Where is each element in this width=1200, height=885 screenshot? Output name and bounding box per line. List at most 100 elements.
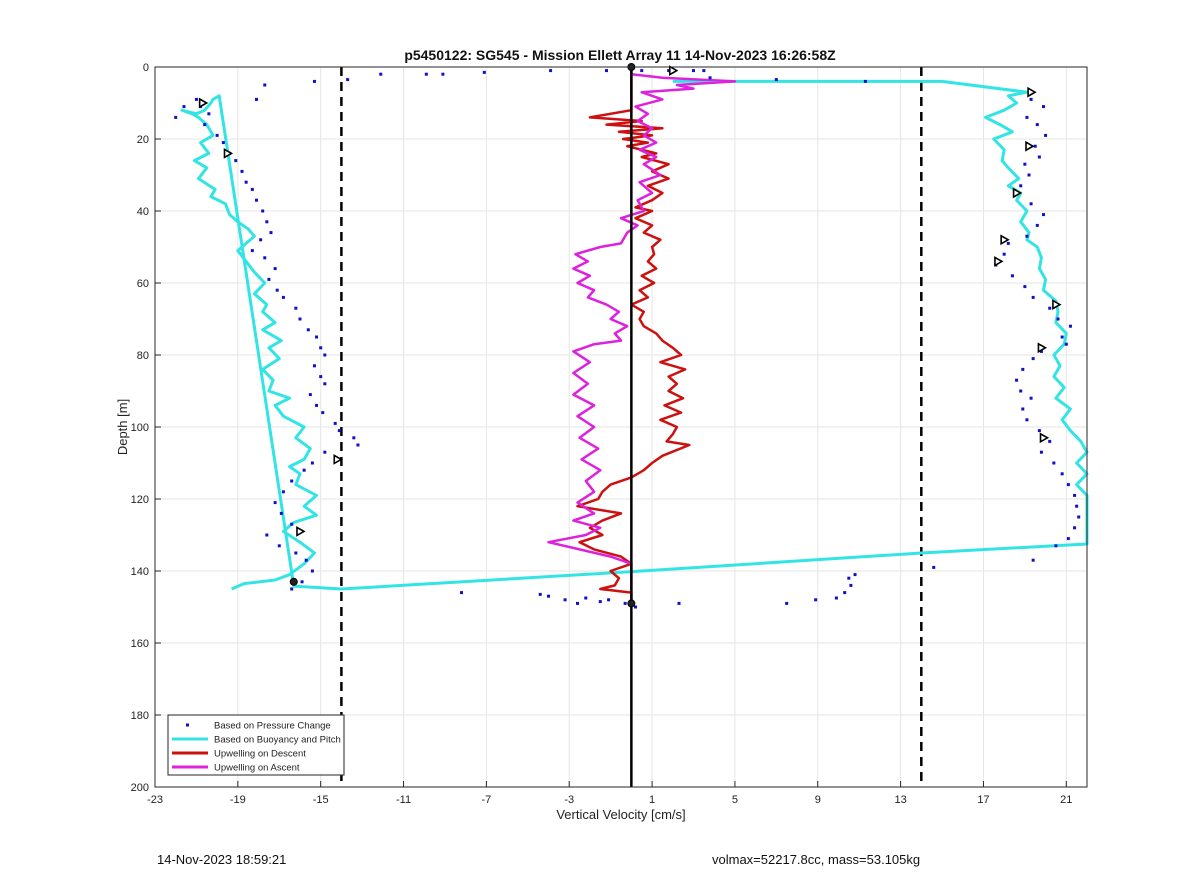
data-point xyxy=(843,591,847,595)
data-point xyxy=(774,78,778,82)
data-point xyxy=(250,187,254,191)
x-tick-label: -23 xyxy=(147,794,163,806)
data-point xyxy=(1031,357,1035,361)
data-point xyxy=(315,335,319,339)
data-point xyxy=(1035,123,1039,127)
data-point xyxy=(259,238,263,242)
data-point xyxy=(290,522,294,526)
data-point xyxy=(1029,396,1033,400)
data-point xyxy=(279,511,283,515)
data-point xyxy=(1025,115,1029,119)
data-point xyxy=(346,78,350,82)
data-point xyxy=(785,601,789,605)
data-point xyxy=(221,141,225,145)
data-point xyxy=(1010,274,1014,278)
data-point xyxy=(576,601,580,605)
data-point xyxy=(290,479,294,483)
data-point xyxy=(563,598,567,602)
series-line xyxy=(547,67,737,600)
y-tick-label: 180 xyxy=(131,710,149,722)
data-point xyxy=(1073,526,1077,530)
data-point xyxy=(1037,429,1041,433)
y-tick-label: 60 xyxy=(137,278,149,290)
data-point xyxy=(265,220,269,224)
data-point xyxy=(1002,252,1006,256)
x-tick-label: 5 xyxy=(732,794,738,806)
legend-label: Based on Pressure Change xyxy=(214,721,331,732)
data-point xyxy=(174,115,178,119)
data-point xyxy=(333,421,337,425)
footer-timestamp: 14-Nov-2023 18:59:21 xyxy=(157,852,287,867)
data-point xyxy=(265,533,269,537)
data-point xyxy=(547,594,551,598)
x-tick-label: 13 xyxy=(894,794,906,806)
data-point xyxy=(1039,349,1043,353)
data-point xyxy=(482,70,486,74)
triangle-marker xyxy=(1000,234,1010,246)
x-tick-label: -19 xyxy=(230,794,246,806)
data-point xyxy=(633,605,637,609)
triangle-marker xyxy=(1039,432,1050,444)
data-point xyxy=(1073,493,1077,497)
data-point xyxy=(538,592,542,596)
data-point xyxy=(460,591,464,595)
data-point xyxy=(598,600,602,604)
triangle-marker xyxy=(668,65,679,76)
y-tick-label: 20 xyxy=(137,134,149,146)
data-point xyxy=(277,544,281,548)
data-point xyxy=(853,573,857,577)
x-tick-label: 9 xyxy=(815,794,821,806)
data-point xyxy=(261,209,265,213)
series-3 xyxy=(547,67,737,600)
x-tick-label: 17 xyxy=(977,794,989,806)
data-point xyxy=(1052,461,1056,465)
data-point xyxy=(1064,342,1068,346)
data-point xyxy=(319,346,323,350)
data-point xyxy=(1023,285,1027,289)
x-tick-label: -3 xyxy=(564,794,574,806)
data-point xyxy=(275,288,279,292)
x-axis-label: Vertical Velocity [cm/s] xyxy=(556,807,685,822)
legend: Based on Pressure Change Based on Buoyanc… xyxy=(167,714,345,776)
data-point xyxy=(863,79,867,83)
data-point xyxy=(1019,389,1023,393)
data-point xyxy=(315,403,319,407)
series-0 xyxy=(174,69,1081,609)
data-point xyxy=(1042,105,1046,109)
data-point xyxy=(182,105,186,109)
legend-label: Upwelling on Descent xyxy=(214,749,306,760)
data-point xyxy=(1044,133,1048,137)
triangle-marker xyxy=(223,148,234,159)
data-point xyxy=(1023,162,1027,166)
series-2 xyxy=(576,67,691,600)
data-point xyxy=(441,72,445,76)
data-point xyxy=(310,461,314,465)
data-point xyxy=(1025,418,1029,422)
y-tick-label: 200 xyxy=(131,782,149,794)
y-tick-label: 120 xyxy=(131,494,149,506)
data-point xyxy=(1021,407,1025,411)
y-tick-label: 0 xyxy=(143,62,149,74)
data-point xyxy=(302,468,306,472)
x-tick-label: -15 xyxy=(313,794,329,806)
x-tick-label: -11 xyxy=(396,794,411,806)
y-axis-ticks: 0 20 40 60 80 100 120 140 160 180 200 xyxy=(131,62,161,794)
y-axis-label: Depth [m] xyxy=(115,399,130,455)
y-tick-label: 100 xyxy=(131,422,149,434)
x-axis-ticks: -23 -19 -15 -11 -7 -3 1 5 9 13 17 21 xyxy=(147,781,1072,806)
data-point xyxy=(667,69,671,73)
triangle-marker xyxy=(296,526,306,537)
data-point xyxy=(337,429,341,433)
data-point xyxy=(308,393,312,397)
triangle-marker xyxy=(1037,342,1048,354)
data-point xyxy=(323,450,327,454)
data-point xyxy=(352,436,356,440)
chart-title: p5450122: SG545 - Mission Ellett Array 1… xyxy=(404,47,836,63)
triangle-marker xyxy=(1025,140,1035,152)
data-point xyxy=(254,198,258,202)
data-point xyxy=(1054,544,1058,548)
data-point xyxy=(834,596,838,600)
legend-swatch xyxy=(186,723,189,727)
data-point xyxy=(312,364,316,368)
